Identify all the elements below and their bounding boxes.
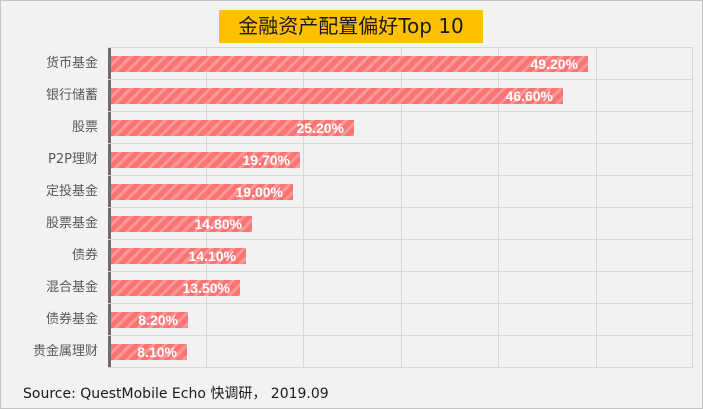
category-label: P2P理财 (48, 152, 98, 167)
category-label: 债券 (71, 248, 98, 263)
gridline-horizontal (108, 79, 693, 80)
gridline-horizontal (108, 367, 693, 368)
gridline-vertical (596, 47, 597, 367)
category-label: 银行储蓄 (45, 88, 98, 103)
category-label: 债券基金 (45, 312, 98, 327)
gridline-vertical (206, 47, 207, 367)
plot-area: 49.20% 46.60% 25.20% 19.70% 19.00% 14.80% 14.1… (108, 47, 693, 368)
gridline-vertical (692, 47, 693, 367)
bar: 25.20% (111, 120, 354, 136)
category-label: 贵金属理财 (32, 344, 98, 359)
gridline-vertical (401, 47, 402, 367)
gridline-horizontal (108, 271, 693, 272)
category-label: 股票 (71, 120, 98, 135)
category-label: 混合基金 (45, 280, 98, 295)
gridline-horizontal (108, 143, 693, 144)
bar: 8.10% (111, 344, 187, 360)
bar: 8.20% (111, 312, 188, 328)
category-label: 股票基金 (45, 216, 98, 231)
gridline-horizontal (108, 111, 693, 112)
source-note: Source: QuestMobile Echo 快调研， 2019.09 (23, 386, 329, 402)
bar: 49.20% (111, 56, 588, 72)
chart-title: 金融资产配置偏好Top 10 (219, 10, 483, 43)
gridline-horizontal (108, 207, 693, 208)
bar: 46.60% (111, 88, 563, 104)
gridline-vertical (498, 47, 499, 367)
category-label: 货币基金 (45, 56, 98, 71)
gridline-horizontal (108, 47, 693, 48)
category-label: 定投基金 (45, 184, 98, 199)
gridline-horizontal (108, 303, 693, 304)
gridline-horizontal (108, 175, 693, 176)
gridline-horizontal (108, 335, 693, 336)
gridline-horizontal (108, 239, 693, 240)
bar: 13.50% (111, 280, 240, 296)
bar: 19.00% (111, 184, 293, 200)
bar: 19.70% (111, 152, 300, 168)
bar: 14.80% (111, 216, 252, 232)
bar: 14.10% (111, 248, 246, 264)
gridline-vertical (303, 47, 304, 367)
